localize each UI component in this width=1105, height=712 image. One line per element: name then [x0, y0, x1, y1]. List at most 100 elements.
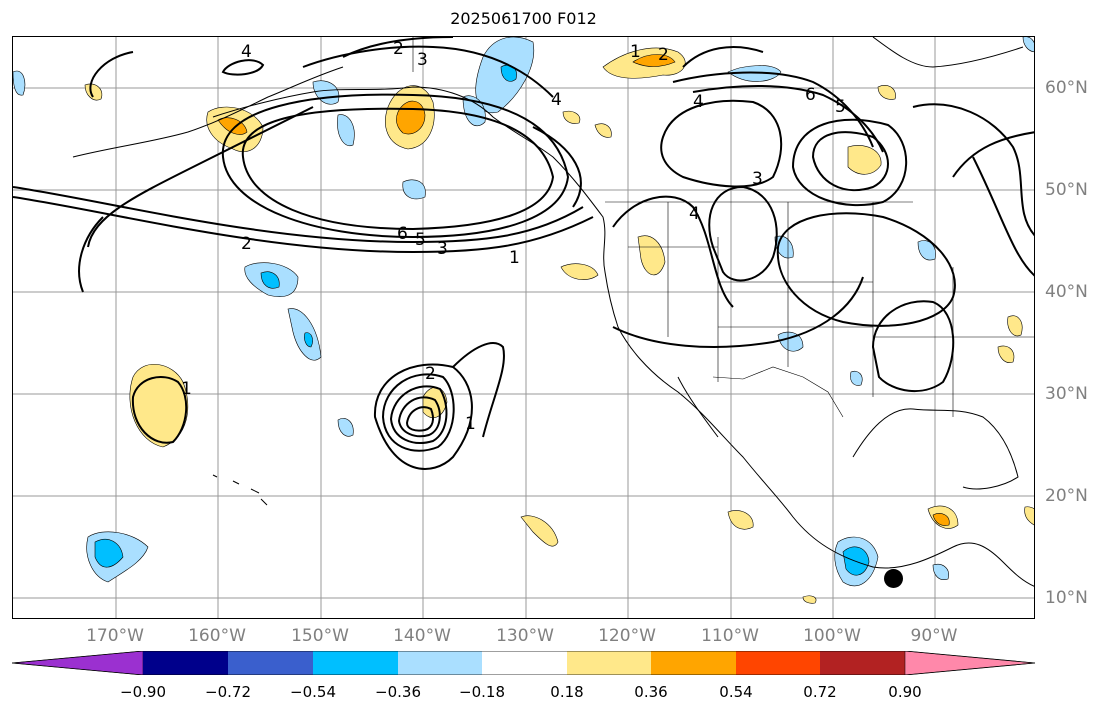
- contour-line: [78, 216, 104, 293]
- shade-negative: [337, 114, 355, 147]
- colorbar-tick-label: −0.18: [459, 683, 505, 701]
- contour-line: [672, 71, 874, 148]
- colorbar-segment: [736, 651, 820, 675]
- baja-coast: [677, 376, 719, 438]
- contour-line: [381, 373, 455, 452]
- contour-label: 5: [835, 97, 846, 117]
- contour-line: [87, 106, 314, 248]
- hudson-bay: [872, 37, 1024, 68]
- shade-positive: [802, 595, 817, 604]
- contour-line: [612, 276, 864, 348]
- lon-label: 130°W: [496, 626, 554, 646]
- colorbar-segment: [12, 651, 144, 675]
- contour-label: 4: [241, 42, 252, 62]
- colorbar-segment: [482, 651, 567, 675]
- lat-label: 10°N: [1045, 588, 1088, 608]
- contour-line: [89, 51, 134, 98]
- contour-label: 4: [689, 204, 700, 224]
- lon-label: 110°W: [701, 626, 759, 646]
- shade-negative: [777, 331, 804, 352]
- contour-line: [692, 85, 884, 153]
- shade-positive: [877, 85, 896, 100]
- contour-line: [13, 186, 584, 244]
- map-title: 2025061700 F012: [450, 9, 597, 28]
- map-canvas: 2 3 4 4 6 5 3 1 2 1 2 4 6 5 4 3 2 1 1: [13, 37, 1034, 618]
- lon-label: 120°W: [598, 626, 656, 646]
- contour-line: [373, 363, 473, 470]
- contour-line: [612, 195, 734, 308]
- colorbar-tick-label: −0.36: [375, 683, 421, 701]
- contour-label: 2: [393, 39, 404, 59]
- contour-line: [791, 118, 908, 207]
- contour-line: [397, 396, 441, 438]
- storm-marker-icon: [884, 569, 903, 588]
- contour-line: [811, 131, 889, 192]
- colorbar-tick-label: 0.36: [634, 683, 668, 701]
- contours: [13, 37, 1034, 470]
- map-panel: 2 3 4 4 6 5 3 1 2 1 2 4 6 5 4 3 2 1 1: [12, 36, 1035, 619]
- contour-label: 5: [415, 230, 426, 250]
- shade-positive: [1007, 315, 1023, 337]
- colorbar-segment: [143, 651, 228, 675]
- contour-line: [682, 46, 764, 68]
- contour-line: [452, 342, 505, 438]
- shade-positive: [562, 110, 581, 124]
- shade-negative: [312, 80, 340, 105]
- contour-label: 1: [630, 42, 641, 62]
- contour-line: [389, 385, 448, 444]
- gulf-coast: [852, 408, 1019, 490]
- shade-negative: [932, 564, 949, 580]
- north-america-coast: [212, 86, 1034, 587]
- contour-label: 1: [465, 414, 476, 434]
- contour-line: [660, 99, 783, 188]
- contour-line: [532, 126, 582, 208]
- shade-negative: [94, 538, 124, 568]
- colorbar-segment: [398, 651, 482, 675]
- colorbar-segment: [651, 651, 736, 675]
- contour-line: [776, 212, 956, 327]
- contour-line: [302, 45, 554, 98]
- lat-label: 20°N: [1045, 486, 1088, 506]
- shade-positive: [727, 510, 754, 530]
- colorbar: [12, 651, 1036, 675]
- lat-label: 60°N: [1045, 78, 1088, 98]
- contour-label: 1: [509, 248, 520, 268]
- contour-line: [241, 107, 555, 231]
- hawaii-islands: [212, 474, 268, 506]
- shade-positive: [560, 263, 599, 280]
- shade-negative: [850, 370, 863, 386]
- contour-line: [13, 196, 594, 254]
- shade-positive: [129, 363, 189, 448]
- shade-positive: [637, 235, 666, 276]
- contour-line: [342, 37, 454, 58]
- contour-labels: 2 3 4 4 6 5 3 1 2 1 2 4 6 5 4 3 2 1 1: [181, 39, 846, 434]
- coastlines: [72, 37, 1034, 587]
- alaska-coast: [72, 66, 344, 158]
- contour-label: 2: [425, 364, 436, 384]
- colorbar-segment: [313, 651, 398, 675]
- contour-label: 4: [693, 92, 704, 112]
- islands: [212, 474, 268, 506]
- shade-negative: [13, 70, 26, 96]
- shade-positive: [932, 513, 950, 526]
- lon-label: 170°W: [86, 626, 144, 646]
- graticule: [13, 37, 1034, 618]
- colorbar-segment: [567, 651, 651, 675]
- shade-positive: [1024, 506, 1034, 526]
- contour-line: [131, 376, 188, 444]
- colorbar-tick-label: 0.18: [550, 683, 584, 701]
- contour-label: 6: [397, 224, 408, 244]
- lat-label: 50°N: [1045, 180, 1088, 200]
- contour-label: 2: [241, 234, 252, 254]
- colorbar-segment: [904, 651, 1036, 675]
- contour-label: 3: [437, 239, 448, 259]
- shade-negative: [304, 332, 313, 348]
- lon-label: 150°W: [291, 626, 349, 646]
- lon-label: 160°W: [188, 626, 246, 646]
- contour-label: 6: [805, 85, 816, 105]
- shade-positive: [520, 515, 559, 547]
- shade-positive: [847, 145, 882, 175]
- us-mexico-border: [712, 366, 844, 418]
- colorbar-tick-label: 0.54: [719, 683, 753, 701]
- contour-label: 2: [658, 45, 669, 65]
